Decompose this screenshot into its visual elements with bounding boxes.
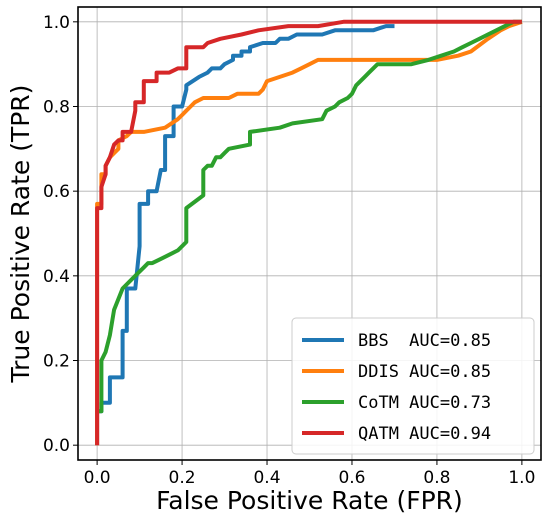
axis-ticks: 0.0 0.2 0.4 0.6 0.8 1.0 0.0 0.2 0.4 0.6 0.8 1.0 bbox=[43, 13, 535, 488]
legend-label-cotm: CoTM AUC=0.73 bbox=[358, 393, 491, 413]
y-tick-label: 1.0 bbox=[43, 13, 70, 33]
y-tick-label: 0.0 bbox=[43, 436, 70, 456]
legend-label-ddis: DDIS AUC=0.85 bbox=[358, 362, 491, 382]
x-tick-label: 0.6 bbox=[338, 468, 365, 488]
y-axis-label: True Positive Rate (TPR) bbox=[6, 85, 35, 384]
x-tick-label: 1.0 bbox=[508, 468, 535, 488]
y-tick-label: 0.2 bbox=[43, 352, 70, 372]
series-line-bbs bbox=[95, 24, 395, 446]
legend-label-qatm: QATM AUC=0.94 bbox=[358, 424, 491, 444]
x-tick-label: 0.2 bbox=[169, 468, 196, 488]
y-tick-label: 0.6 bbox=[43, 182, 70, 202]
x-tick-label: 0.0 bbox=[84, 468, 111, 488]
x-tick-label: 0.4 bbox=[253, 468, 280, 488]
y-tick-label: 0.4 bbox=[43, 267, 70, 287]
legend-label-bbs: BBS AUC=0.85 bbox=[358, 331, 491, 351]
x-axis-label: False Positive Rate (FPR) bbox=[156, 486, 463, 515]
x-tick-label: 0.8 bbox=[423, 468, 450, 488]
series-line-qatm bbox=[95, 19, 522, 446]
y-tick-label: 0.8 bbox=[43, 97, 70, 117]
plot-frame bbox=[77, 6, 542, 461]
series-layer bbox=[95, 19, 523, 446]
legend-box bbox=[291, 317, 535, 455]
series-line-cotm bbox=[97, 19, 522, 414]
legend: BBS AUC=0.85 DDIS AUC=0.85 CoTM AUC=0.73 QA… bbox=[291, 317, 535, 455]
